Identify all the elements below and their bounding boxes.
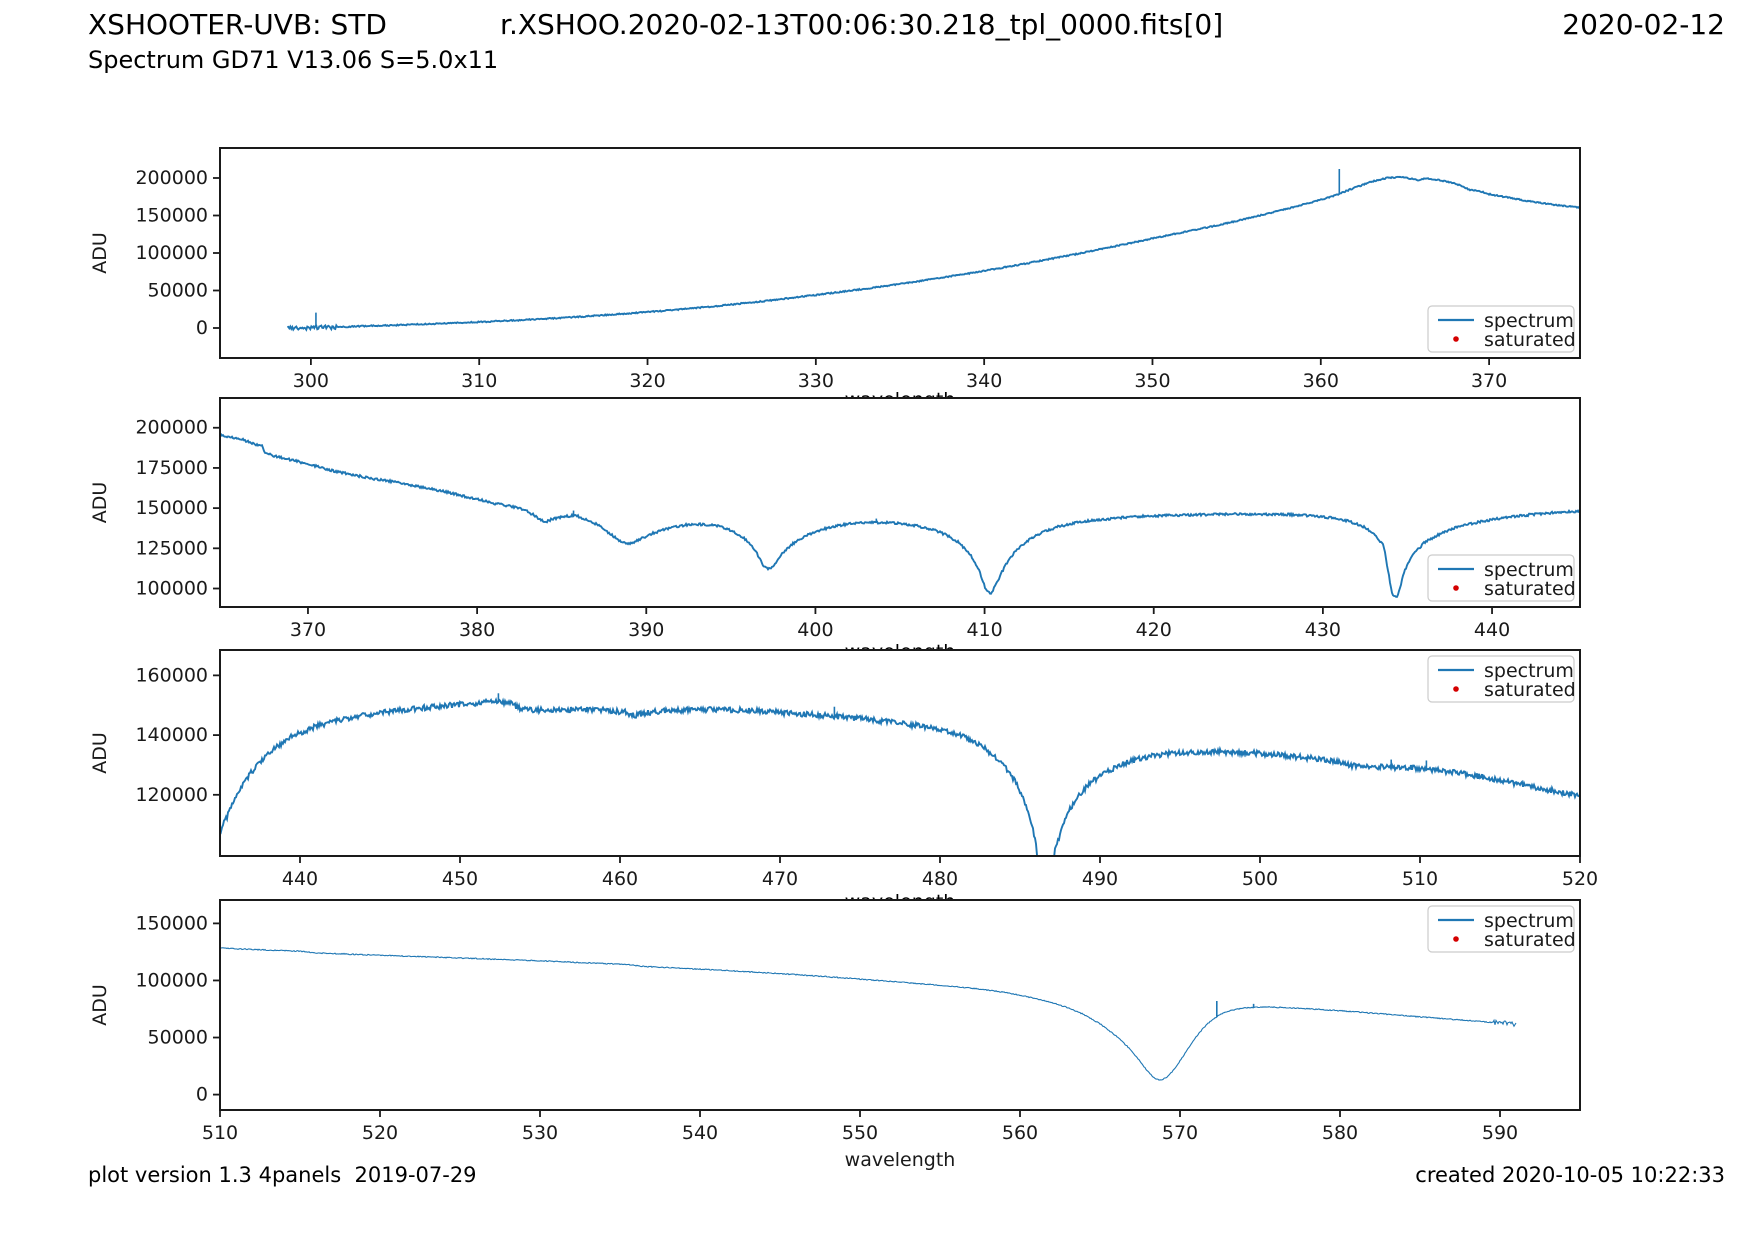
spectrum-line bbox=[287, 175, 1580, 332]
x-axis-label-clipped: wavelength bbox=[845, 891, 956, 913]
header-filename: r.XSHOO.2020-02-13T00:06:30.218_tpl_0000… bbox=[500, 8, 1224, 41]
y-tick-label: 0 bbox=[196, 1084, 208, 1106]
spectrum-line bbox=[220, 947, 1517, 1081]
y-tick-label: 160000 bbox=[135, 664, 208, 686]
x-tick-label: 430 bbox=[1305, 619, 1341, 641]
y-tick-label: 50000 bbox=[148, 1027, 208, 1049]
x-tick-label: 580 bbox=[1322, 1122, 1358, 1144]
x-tick-label: 380 bbox=[459, 619, 495, 641]
legend-saturated-label: saturated bbox=[1484, 929, 1576, 951]
header-subtitle: Spectrum GD71 V13.06 S=5.0x11 bbox=[88, 46, 499, 74]
y-tick-label: 120000 bbox=[135, 784, 208, 806]
y-tick-label: 150000 bbox=[135, 497, 208, 519]
header-date: 2020-02-12 bbox=[1562, 8, 1725, 41]
y-tick-label: 200000 bbox=[135, 167, 208, 189]
y-axis-label: ADU bbox=[89, 984, 111, 1026]
x-tick-label: 540 bbox=[682, 1122, 718, 1144]
x-tick-label: 390 bbox=[628, 619, 664, 641]
legend-saturated-label: saturated bbox=[1484, 578, 1576, 600]
y-tick-label: 100000 bbox=[135, 969, 208, 991]
y-tick-label: 200000 bbox=[135, 417, 208, 439]
footer-plot-version: plot version 1.3 4panels 2019-07-29 bbox=[88, 1163, 477, 1187]
panel-3: 440 450 460 470 480 490 500 510 520 120000 140000 1… bbox=[89, 649, 1598, 913]
x-tick-label: 420 bbox=[1136, 619, 1172, 641]
spectrum-line bbox=[220, 433, 1580, 598]
x-tick-label: 320 bbox=[629, 370, 665, 392]
x-tick-label: 350 bbox=[1134, 370, 1170, 392]
panel-2: 370 380 390 400 410 420 430 440 100000 125000 1500… bbox=[89, 397, 1581, 663]
legend-spectrum-label: spectrum bbox=[1484, 910, 1574, 932]
legend-saturated-dot bbox=[1453, 686, 1459, 692]
legend-spectrum-label: spectrum bbox=[1484, 660, 1574, 682]
x-tick-label: 470 bbox=[762, 868, 798, 890]
axes-frame bbox=[219, 147, 1581, 359]
x-tick-label: 370 bbox=[290, 619, 326, 641]
spectrum-line bbox=[220, 697, 1580, 856]
x-tick-label: 490 bbox=[1082, 868, 1118, 890]
footer-created: created 2020-10-05 10:22:33 bbox=[1415, 1163, 1725, 1187]
axes-frame bbox=[219, 649, 1581, 857]
x-tick-label: 550 bbox=[842, 1122, 878, 1144]
y-tick-label: 175000 bbox=[135, 457, 208, 479]
x-tick-label: 400 bbox=[797, 619, 833, 641]
x-axis-label-clipped: wavelength bbox=[845, 389, 956, 411]
legend-saturated-dot bbox=[1453, 585, 1459, 591]
legend-spectrum-label: spectrum bbox=[1484, 310, 1574, 332]
y-tick-label: 50000 bbox=[148, 280, 208, 302]
legend-saturated-label: saturated bbox=[1484, 329, 1576, 351]
x-tick-label: 300 bbox=[293, 370, 329, 392]
legend-saturated-label: saturated bbox=[1484, 679, 1576, 701]
x-tick-label: 530 bbox=[522, 1122, 558, 1144]
x-tick-label: 520 bbox=[1562, 868, 1598, 890]
y-tick-label: 140000 bbox=[135, 724, 208, 746]
x-tick-label: 310 bbox=[461, 370, 497, 392]
x-tick-label: 460 bbox=[602, 868, 638, 890]
x-tick-label: 570 bbox=[1162, 1122, 1198, 1144]
y-axis-label: ADU bbox=[89, 482, 111, 524]
x-tick-label: 330 bbox=[798, 370, 834, 392]
panel-4: 510 520 530 540 550 560 570 580 590 0 50000 100000 1… bbox=[89, 899, 1581, 1171]
x-axis-label-clipped: wavelength bbox=[845, 641, 956, 663]
x-tick-label: 520 bbox=[362, 1122, 398, 1144]
y-axis-label: ADU bbox=[89, 732, 111, 774]
x-tick-label: 340 bbox=[966, 370, 1002, 392]
x-tick-label: 500 bbox=[1242, 868, 1278, 890]
y-tick-label: 100000 bbox=[135, 242, 208, 264]
header-instrument: XSHOOTER-UVB: STD bbox=[88, 8, 387, 41]
y-tick-label: 0 bbox=[196, 317, 208, 339]
x-tick-label: 480 bbox=[922, 868, 958, 890]
legend-saturated-dot bbox=[1453, 936, 1459, 942]
x-tick-label: 440 bbox=[1474, 619, 1510, 641]
x-tick-label: 560 bbox=[1002, 1122, 1038, 1144]
panel-1: 300 310 320 330 340 350 360 370 0 50000 100000 1500… bbox=[89, 147, 1581, 411]
x-tick-label: 510 bbox=[1402, 868, 1438, 890]
y-tick-label: 125000 bbox=[135, 537, 208, 559]
x-tick-label: 440 bbox=[282, 868, 318, 890]
x-axis-label: wavelength bbox=[845, 1149, 956, 1171]
y-axis-label: ADU bbox=[89, 232, 111, 274]
y-tick-label: 150000 bbox=[135, 205, 208, 227]
legend-saturated-dot bbox=[1453, 336, 1459, 342]
x-tick-label: 590 bbox=[1482, 1122, 1518, 1144]
x-tick-label: 360 bbox=[1303, 370, 1339, 392]
axes-frame bbox=[219, 397, 1581, 608]
axes-frame bbox=[219, 899, 1581, 1111]
y-tick-label: 100000 bbox=[135, 578, 208, 600]
y-tick-label: 150000 bbox=[135, 912, 208, 934]
x-tick-label: 510 bbox=[202, 1122, 238, 1144]
x-tick-label: 370 bbox=[1471, 370, 1507, 392]
x-tick-label: 450 bbox=[442, 868, 478, 890]
x-tick-label: 410 bbox=[966, 619, 1002, 641]
legend-spectrum-label: spectrum bbox=[1484, 559, 1574, 581]
